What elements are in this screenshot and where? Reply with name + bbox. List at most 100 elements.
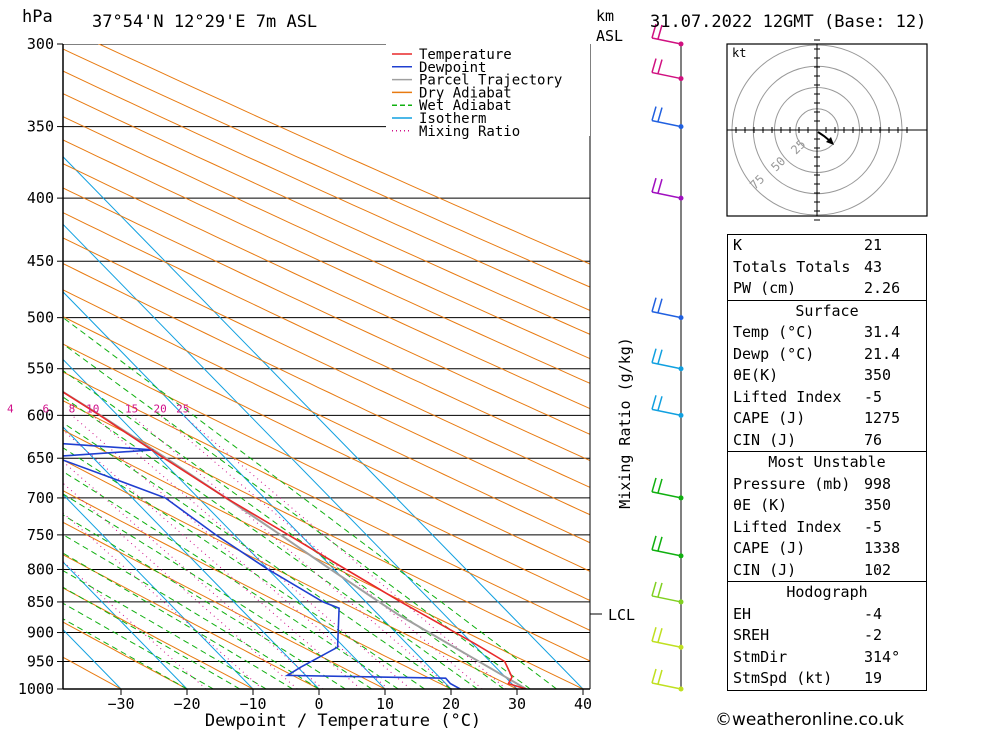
- wind-barb-flag: [657, 536, 663, 552]
- surface-row: Temp (°C) 31.4: [728, 322, 926, 344]
- dry-adiabat-line: [63, 587, 254, 689]
- wind-barb-flag: [651, 477, 657, 493]
- x-axis-label: Dewpoint / Temperature (°C): [205, 711, 481, 731]
- row-label: Totals Totals: [733, 257, 851, 276]
- isotherm-line: [63, 426, 320, 689]
- row-value: 998: [864, 474, 892, 493]
- wind-barb-shaft: [651, 310, 682, 319]
- legend-entry-label: Temperature: [419, 47, 512, 63]
- wind-barb-shaft: [651, 71, 682, 80]
- dry-adiabat-line: [63, 459, 518, 689]
- row-label: θE(K): [733, 366, 779, 384]
- row-value: 1275: [864, 409, 901, 427]
- km-unit-label: km: [596, 7, 615, 25]
- mixing-ratio-label: 8: [69, 402, 76, 415]
- mixing-ratio-line: [131, 414, 453, 689]
- pressure-tick-label: 700: [27, 489, 54, 507]
- wind-barb-flag: [651, 395, 657, 410]
- row-label: StmDir: [733, 647, 788, 666]
- pressure-tick-label: 850: [27, 593, 54, 611]
- row-label: Lifted Index: [733, 517, 842, 536]
- hodograph-unit-label: kt: [732, 46, 746, 60]
- isotherm-line: [63, 156, 584, 689]
- temperature-axis: −30 −20 −10 0 10 20 30 40: [107, 689, 592, 713]
- legend-background: [386, 44, 590, 136]
- wind-barb-flag: [657, 396, 663, 411]
- dry-adiabat-line: [63, 116, 590, 360]
- wind-barb-flag: [651, 58, 657, 73]
- legend-entry-label: Isotherm: [419, 111, 486, 127]
- wind-barb-dot: [678, 366, 684, 372]
- row-label: CAPE (J): [733, 539, 806, 557]
- mixing-ratio-axis-label: Mixing Ratio (g/kg): [616, 337, 634, 509]
- wind-barb-flag: [657, 478, 663, 494]
- temperature-tick-label: −10: [239, 695, 266, 713]
- hodograph-trace: [817, 131, 831, 142]
- wind-barb-flag: [651, 177, 657, 193]
- wind-barb-dot: [678, 412, 684, 418]
- row-value: 43: [864, 257, 883, 276]
- mixing-ratio-label: 10: [86, 402, 99, 415]
- pressure-tick-label: 800: [27, 560, 54, 578]
- dry-adiabat-line: [63, 656, 122, 689]
- wind-barb-flag: [657, 178, 663, 194]
- pressure-tick-label: 600: [27, 406, 54, 424]
- pressure-tick-label: 650: [27, 449, 54, 467]
- dry-adiabat-line: [63, 289, 590, 544]
- dry-adiabat-line: [63, 263, 590, 516]
- wet-adiabat-line: [63, 317, 557, 689]
- wind-barb-shaft: [651, 491, 682, 499]
- isotherm-line: [63, 223, 518, 689]
- hodograph-row: StmSpd (kt) 19: [728, 668, 926, 690]
- wind-barb-shaft: [651, 408, 682, 417]
- mixing-ratio-line: [63, 560, 207, 689]
- temperature-tick-label: 40: [574, 695, 592, 713]
- wind-barb-flag: [657, 669, 663, 685]
- background-lines: [63, 44, 590, 689]
- unstable-section-title: Most Unstable: [728, 451, 926, 474]
- wind-barb-flag: [651, 668, 657, 684]
- wind-barb-dot: [678, 41, 684, 47]
- row-value: 314°: [864, 647, 901, 666]
- wind-barb-dot: [678, 686, 684, 692]
- isotherm-line: [63, 493, 254, 689]
- row-label: StmSpd (kt): [733, 669, 833, 687]
- dry-adiabat-line: [63, 371, 590, 631]
- dry-adiabat-line: [63, 139, 590, 384]
- wind-barb-flag: [657, 24, 663, 40]
- row-value: 31.4: [864, 323, 901, 341]
- row-label: Pressure (mb): [733, 474, 851, 493]
- wind-barb-flag: [651, 106, 657, 121]
- surface-section-title: Surface: [728, 299, 926, 323]
- wind-barb-shaft: [651, 119, 682, 128]
- surface-row: Dewp (°C) 21.4: [728, 344, 926, 366]
- wind-barb-flag: [651, 23, 657, 39]
- isotherm-line: [63, 628, 122, 689]
- row-label: θE (K): [733, 496, 788, 514]
- wind-barb-flag: [657, 628, 663, 643]
- wind-barb-flag: [657, 59, 663, 74]
- wet-adiabat-line: [63, 470, 399, 689]
- wind-barb-shaft: [651, 682, 682, 690]
- pressure-tick-label: 300: [27, 35, 54, 53]
- row-value: 76: [864, 430, 883, 449]
- row-label: PW (cm): [733, 279, 797, 297]
- legend-entry-label: Parcel Trajectory: [419, 73, 562, 89]
- dry-adiabat-line: [63, 48, 590, 288]
- row-label: Temp (°C): [733, 323, 815, 341]
- wind-barb-shaft: [651, 191, 682, 199]
- indices-table: K 21 Totals Totals 43 PW (cm) 2.26 Surface …: [727, 234, 927, 691]
- wind-barb-dot: [678, 76, 684, 82]
- unstable-row: Pressure (mb) 998: [728, 474, 926, 496]
- copyright-link[interactable]: ©weatheronline.co.uk: [715, 710, 905, 730]
- wet-adiabat-line: [63, 514, 346, 689]
- lcl-label: LCL: [608, 606, 635, 624]
- mixing-ratio-labels: 12346810152025: [7, 402, 189, 415]
- station-location: 37°54'N 12°29'E 7m ASL: [92, 12, 318, 32]
- dry-adiabat-line: [63, 187, 590, 435]
- pressure-tick-label: 1000: [18, 680, 54, 698]
- asl-unit-label: ASL: [596, 27, 624, 45]
- wet-adiabat-line: [63, 570, 267, 689]
- index-row-pw: PW (cm) 2.26: [728, 278, 926, 300]
